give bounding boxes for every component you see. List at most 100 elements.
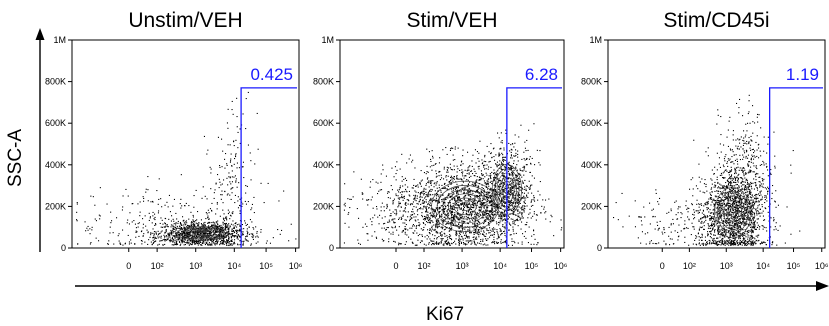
event-dot — [416, 197, 418, 199]
event-dot — [231, 244, 233, 246]
event-dot — [524, 202, 526, 204]
event-dot — [467, 167, 469, 169]
event-dot — [460, 164, 462, 166]
event-dot — [200, 219, 202, 221]
x-tick-label: 10³ — [456, 261, 469, 271]
event-dot — [502, 189, 504, 191]
event-dot — [736, 158, 738, 160]
event-dot — [394, 225, 396, 227]
event-dot — [511, 244, 513, 246]
event-dot — [152, 232, 154, 234]
event-dot — [486, 207, 488, 209]
event-dot — [503, 147, 505, 149]
event-dot — [212, 242, 214, 244]
x-tick-label: 10² — [417, 261, 430, 271]
event-dot — [226, 177, 228, 179]
event-dot — [468, 195, 470, 197]
event-dot — [458, 224, 460, 226]
event-dot — [216, 208, 218, 210]
event-dot — [502, 225, 504, 227]
event-dot — [236, 162, 238, 164]
event-dot — [518, 172, 520, 174]
event-dot — [443, 183, 445, 185]
event-dot — [225, 224, 227, 226]
event-dot — [440, 219, 442, 221]
event-dot — [202, 240, 204, 242]
event-dot — [489, 160, 491, 162]
event-dot — [480, 190, 482, 192]
event-dot — [422, 199, 424, 201]
event-dot — [181, 230, 183, 232]
event-dot — [530, 184, 532, 186]
event-dot — [214, 224, 216, 226]
event-dot — [384, 222, 386, 224]
event-dot — [233, 235, 235, 237]
event-dot — [227, 193, 229, 195]
event-dot — [494, 214, 496, 216]
event-dot — [489, 175, 491, 177]
event-dot — [250, 179, 252, 181]
event-dot — [456, 186, 458, 188]
event-dot — [520, 124, 522, 126]
event-dot — [295, 238, 297, 240]
event-dot — [483, 230, 485, 232]
event-dot — [504, 228, 506, 230]
event-dot — [193, 206, 195, 208]
event-dot — [403, 178, 405, 180]
event-dot — [404, 226, 406, 228]
event-dot — [740, 182, 742, 184]
event-dot — [482, 175, 484, 177]
event-dot — [463, 192, 465, 194]
event-dot — [748, 209, 750, 211]
event-dot — [222, 227, 224, 229]
event-dot — [348, 226, 350, 228]
event-dot — [511, 182, 513, 184]
event-dot — [435, 223, 437, 225]
event-dot — [498, 154, 500, 156]
event-dot — [498, 193, 500, 195]
event-dot — [716, 243, 718, 245]
event-dot — [522, 217, 524, 219]
event-dot — [445, 176, 447, 178]
event-dot — [457, 218, 459, 220]
event-dot — [463, 242, 465, 244]
event-dot — [461, 169, 463, 171]
event-dot — [725, 233, 727, 235]
event-dot — [183, 237, 185, 239]
event-dot — [215, 228, 217, 230]
event-dot — [371, 196, 373, 198]
event-dot — [435, 163, 437, 165]
event-dot — [165, 239, 167, 241]
event-dot — [193, 242, 195, 244]
event-dot — [732, 230, 734, 232]
event-dot — [410, 203, 412, 205]
event-dot — [404, 203, 406, 205]
event-dot — [757, 189, 759, 191]
event-dot — [517, 210, 519, 212]
event-dot — [177, 239, 179, 241]
event-dot — [718, 206, 720, 208]
event-dot — [478, 216, 480, 218]
event-dot — [76, 219, 78, 221]
event-dot — [736, 241, 738, 243]
event-dot — [429, 233, 431, 235]
event-dot — [465, 234, 467, 236]
event-dot — [84, 221, 86, 223]
event-dot — [210, 188, 212, 190]
event-dot — [231, 100, 233, 102]
event-dot — [437, 218, 439, 220]
event-dot — [228, 176, 230, 178]
event-dot — [480, 193, 482, 195]
event-dot — [450, 227, 452, 229]
event-dot — [232, 232, 234, 234]
event-dot — [493, 214, 495, 216]
event-dot — [504, 211, 506, 213]
event-dot — [501, 220, 503, 222]
event-dot — [438, 243, 440, 245]
event-dot — [411, 217, 413, 219]
event-dot — [406, 162, 408, 164]
event-dot — [371, 235, 373, 237]
event-dot — [255, 236, 257, 238]
event-dot — [418, 208, 420, 210]
event-dot — [424, 201, 426, 203]
